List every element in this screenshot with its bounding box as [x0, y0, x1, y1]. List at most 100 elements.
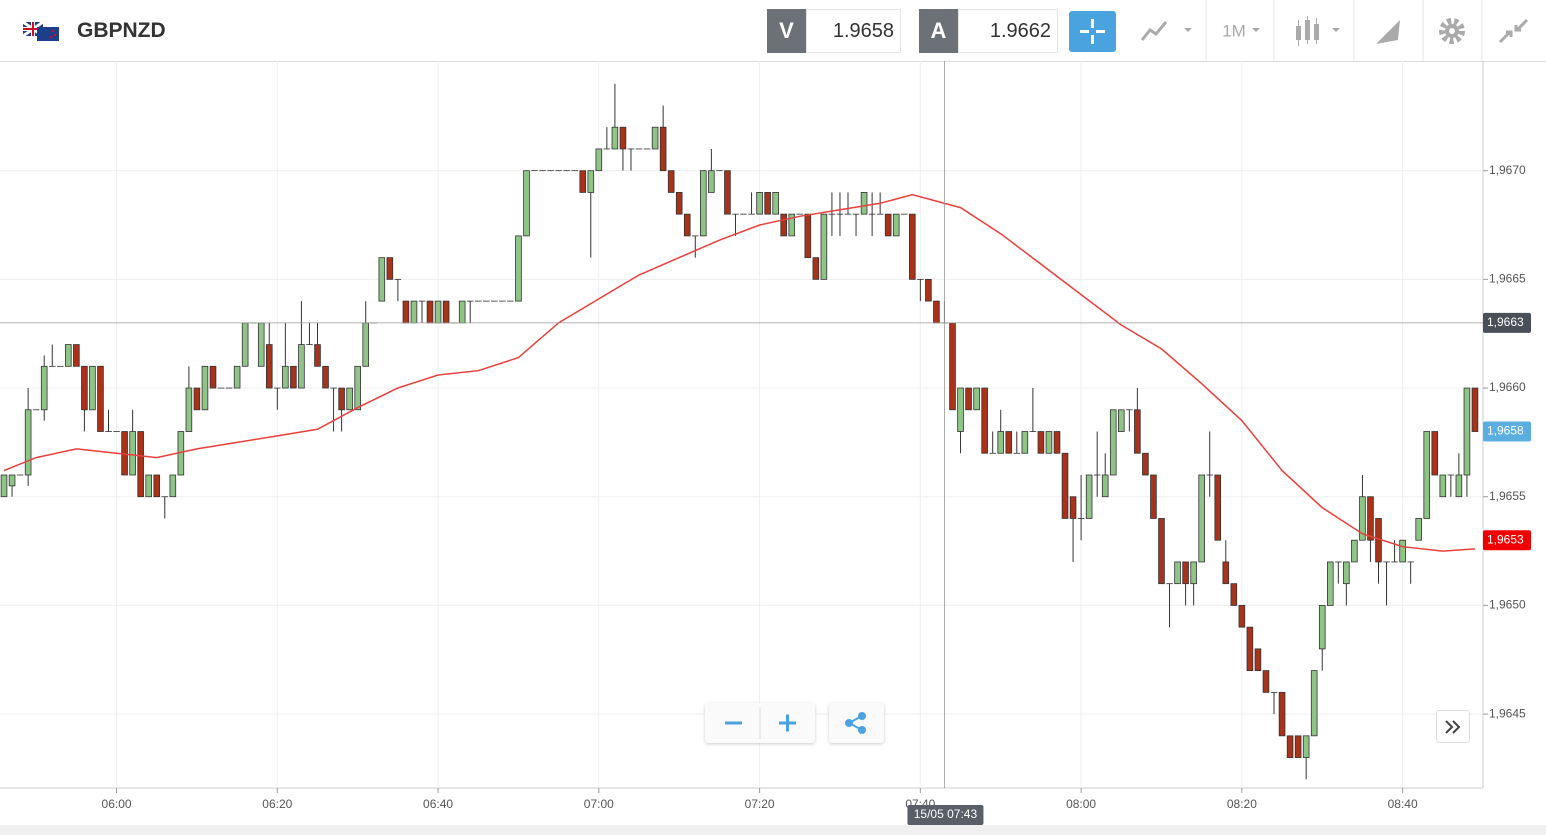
sell-price[interactable]: 1.9658: [806, 9, 901, 53]
candle-body: [1134, 409, 1141, 454]
timeframe[interactable]: 1M: [1222, 21, 1246, 40]
scroll-icon: [1445, 720, 1461, 734]
candle-body: [386, 257, 394, 280]
candle-body: [764, 192, 771, 215]
candle-body: [314, 344, 321, 367]
scroll-end-button[interactable]: [1436, 710, 1470, 743]
flag: [23, 22, 59, 41]
candle-body: [81, 365, 88, 411]
candle-body: [1351, 539, 1358, 563]
y-tick-label: 1,9660: [1489, 380, 1526, 394]
candle-body: [241, 322, 249, 367]
y-tick-label: 1,9645: [1489, 706, 1526, 720]
candle-body: [812, 257, 820, 280]
candle-body: [442, 300, 450, 324]
zoom-controls: [705, 703, 815, 743]
sell-label[interactable]: V: [767, 9, 806, 53]
candle-body: [1150, 474, 1157, 519]
share-button[interactable]: [829, 703, 884, 743]
y-tick-label: 1,9670: [1489, 163, 1526, 177]
candle-body: [949, 322, 956, 411]
candle-body: [683, 213, 691, 237]
candle-body: [587, 170, 595, 193]
candle-body: [1262, 670, 1270, 693]
candle-body: [1142, 452, 1149, 476]
candle-body: [1302, 735, 1310, 758]
y-tick-label: 1,9665: [1489, 272, 1526, 286]
y-tick-label: 1,9655: [1489, 489, 1526, 503]
candle-body: [724, 170, 731, 215]
candle-body: [458, 300, 466, 324]
x-tick-label: 06:00: [102, 797, 132, 811]
candle-body: [595, 148, 603, 172]
header: GBPNZD V 1.9658 A 1.9662 1M: [0, 0, 1546, 62]
draw-button[interactable]: [1376, 20, 1400, 44]
candle-body: [1343, 561, 1350, 585]
chart: 1,9645 1,9650 1,9655 1,9660 1,9665 1,9670 06:0…: [0, 61, 1546, 835]
ma-price-label: 1,9653: [1487, 532, 1524, 546]
candle-body: [1198, 474, 1205, 563]
candle-body: [0, 474, 8, 498]
candle-body: [611, 126, 619, 150]
candle-body: [1471, 387, 1479, 432]
candle-body: [362, 322, 370, 367]
collapse-button[interactable]: [1498, 18, 1529, 44]
candle-body: [145, 474, 152, 498]
candle-body: [354, 365, 361, 411]
candle-body: [1214, 474, 1222, 541]
candle-body: [426, 300, 434, 324]
candle-body: [909, 213, 916, 280]
candle-body: [860, 192, 868, 215]
x-tick-label: 07:00: [584, 797, 614, 811]
candle-body: [1423, 431, 1431, 519]
current-price-box: [1483, 421, 1531, 442]
candle-body: [1246, 626, 1254, 672]
indicator-button[interactable]: [1296, 16, 1340, 46]
candle-body: [185, 387, 193, 432]
candle-body: [659, 126, 667, 172]
settings-button[interactable]: [1439, 18, 1465, 44]
candle-body: [1174, 561, 1181, 585]
crosshair-price-box: [1483, 312, 1531, 333]
buy-price[interactable]: 1.9662: [958, 9, 1058, 53]
chart-type-button[interactable]: [1140, 21, 1192, 41]
candle-body: [1286, 735, 1294, 758]
buy-label[interactable]: A: [919, 9, 958, 53]
zoom-in[interactable]: [779, 714, 796, 732]
candle-body: [1158, 518, 1165, 585]
moving-average: [3, 193, 1476, 552]
candle-body: [73, 344, 80, 367]
candle-body: [925, 278, 932, 302]
candle-body: [89, 365, 96, 411]
candle-body: [1005, 431, 1013, 454]
candle-body: [1037, 431, 1045, 454]
toolbar: 1M: [1140, 0, 1529, 61]
candle-body: [579, 170, 587, 193]
candle-body: [1294, 735, 1302, 758]
candle-body: [804, 213, 812, 259]
candle-body: [233, 365, 241, 389]
candle-body: [137, 431, 144, 498]
candle-body: [282, 365, 289, 389]
candle-body: [1310, 670, 1318, 737]
candle-body: [1415, 518, 1422, 541]
candle-body: [1278, 691, 1286, 737]
candle-body: [1463, 387, 1471, 476]
candle-body: [651, 126, 659, 150]
candle-body: [346, 387, 353, 411]
candle-body: [1061, 452, 1069, 519]
candle-body: [973, 387, 980, 411]
crosshair-button[interactable]: [1069, 11, 1116, 52]
candle-body: [1359, 496, 1366, 541]
crosshair-time-label: 15/05 07:43: [914, 807, 978, 821]
candle-body: [675, 192, 683, 215]
candle-body: [169, 474, 177, 498]
candle-body: [265, 344, 273, 389]
x-tick-label: 08:20: [1227, 797, 1257, 811]
y-tick-label: 1,9650: [1489, 598, 1526, 612]
candle-body: [957, 387, 964, 432]
candle-body: [884, 213, 892, 237]
candle-body: [756, 192, 763, 215]
candle-body: [1455, 474, 1463, 498]
